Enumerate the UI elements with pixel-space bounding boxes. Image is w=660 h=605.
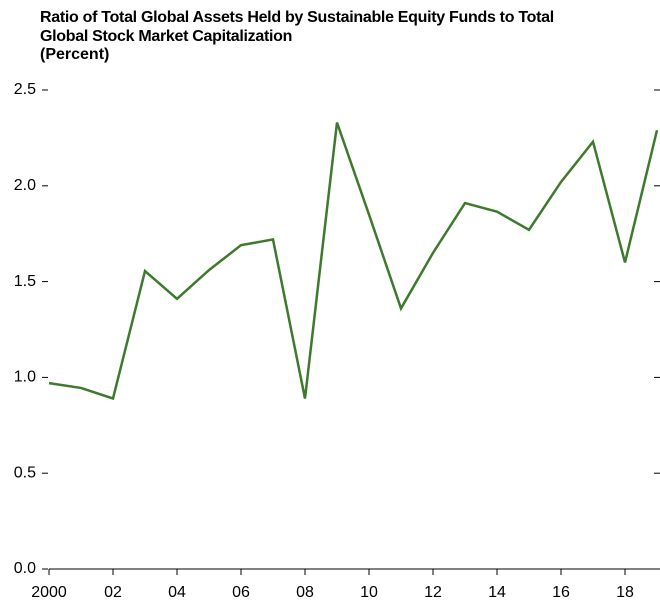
x-tick-label: 14 <box>488 584 506 601</box>
chart-title: Ratio of Total Global Assets Held by Sus… <box>40 9 554 45</box>
x-tick-label: 10 <box>360 584 378 601</box>
x-tick-label: 06 <box>232 584 250 601</box>
y-tick-label: 1.0 <box>14 369 36 386</box>
x-tick-label: 08 <box>296 584 314 601</box>
x-tick-label: 12 <box>424 584 442 601</box>
y-tick-label: 2.5 <box>14 81 36 98</box>
y-tick-label: 1.5 <box>14 273 36 290</box>
x-tick-label: 18 <box>616 584 634 601</box>
data-line <box>48 122 659 401</box>
x-tick-label: 2000 <box>31 584 67 601</box>
y-tick-label: 2.0 <box>14 177 36 194</box>
x-tick-label: 16 <box>552 584 570 601</box>
y-tick-label: 0.5 <box>14 464 36 481</box>
x-tick-label: 04 <box>168 584 186 601</box>
y-tick-label: 0.0 <box>14 560 36 577</box>
chart-subtitle: (Percent) <box>40 46 110 63</box>
x-tick-label: 02 <box>104 584 122 601</box>
